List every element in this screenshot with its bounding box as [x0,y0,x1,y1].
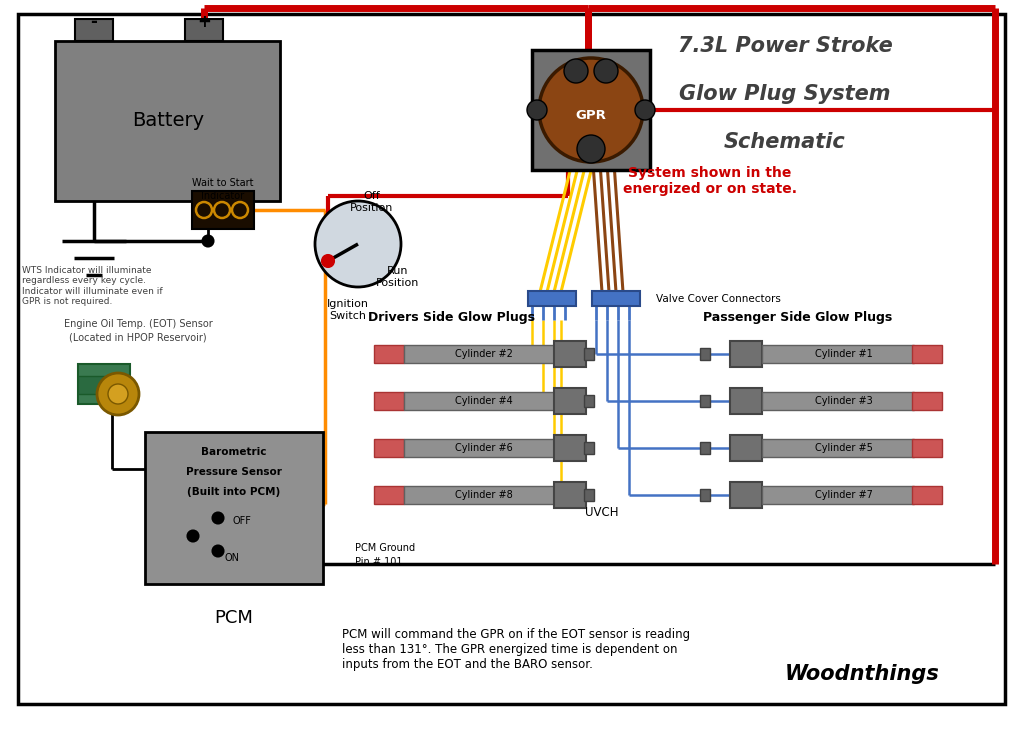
Bar [374,345,404,363]
Bar [404,486,555,504]
Bar [584,395,594,407]
Bar [145,432,323,584]
Bar [592,291,640,306]
Bar [762,345,914,363]
Bar [911,439,942,457]
Bar [762,439,914,457]
Text: (Located in HPOP Reservoir): (Located in HPOP Reservoir) [70,333,207,343]
Bar [700,395,710,407]
Bar [78,376,130,394]
Circle shape [539,58,643,162]
Circle shape [564,59,588,83]
Bar [584,442,594,454]
Text: UVCH: UVCH [585,507,619,519]
Text: Drivers Side Glow Plugs: Drivers Side Glow Plugs [368,311,535,324]
Bar [700,442,710,454]
Bar [911,392,942,410]
Bar [730,435,762,461]
Bar [762,486,914,504]
Text: GPR: GPR [576,110,607,122]
Bar [911,345,942,363]
Bar [78,364,130,404]
Circle shape [635,100,655,120]
Text: Engine Oil Temp. (EOT) Sensor: Engine Oil Temp. (EOT) Sensor [63,319,213,329]
Text: WTS Indicator will illuminate
regardless every key cycle.
Indicator will illumin: WTS Indicator will illuminate regardless… [23,266,163,306]
Bar [75,19,113,41]
Bar [700,348,710,360]
Text: Run: Run [388,266,409,276]
Bar [185,19,223,41]
Bar [730,482,762,508]
Text: Passenger Side Glow Plugs: Passenger Side Glow Plugs [704,311,893,324]
Text: Position: Position [376,278,419,288]
Text: Valve Cover Connectors: Valve Cover Connectors [656,294,781,304]
Text: 7.3L Power Stroke: 7.3L Power Stroke [677,36,892,56]
Bar [730,341,762,367]
Text: Cylinder #6: Cylinder #6 [455,443,513,453]
Bar [554,482,586,508]
Bar [730,388,762,414]
Circle shape [187,531,198,541]
Bar [192,191,254,229]
Text: Barometric: Barometric [202,447,267,457]
Circle shape [527,100,547,120]
Bar [554,388,586,414]
Text: Cylinder #7: Cylinder #7 [815,490,873,500]
Bar [404,345,555,363]
Circle shape [213,546,223,556]
Bar [374,486,404,504]
Text: Cylinder #3: Cylinder #3 [815,396,873,406]
Bar [584,348,594,360]
Circle shape [203,236,214,246]
Text: +: + [197,13,211,31]
Text: Pin # 101: Pin # 101 [355,557,402,567]
Text: Cylinder #2: Cylinder #2 [455,349,513,359]
Bar [554,341,586,367]
Circle shape [108,384,128,404]
Bar [700,489,710,501]
Text: Battery: Battery [132,111,204,131]
Text: Cylinder #1: Cylinder #1 [815,349,873,359]
Text: Pressure Sensor: Pressure Sensor [186,467,282,477]
Bar [554,435,586,461]
Circle shape [213,513,223,523]
Text: PCM Ground: PCM Ground [355,543,415,553]
Text: Indicator: Indicator [202,191,244,201]
Text: Cylinder #5: Cylinder #5 [815,443,873,453]
Circle shape [315,201,401,287]
Text: PCM: PCM [215,609,254,627]
Text: Off: Off [363,191,381,201]
Circle shape [97,373,139,415]
Bar [532,50,650,170]
Bar [911,486,942,504]
Bar [55,41,280,201]
Text: Cylinder #8: Cylinder #8 [455,490,513,500]
Text: (Built into PCM): (Built into PCM) [187,487,280,497]
Bar [374,439,404,457]
Text: PCM will command the GPR on if the EOT sensor is reading
less than 131°. The GPR: PCM will command the GPR on if the EOT s… [342,628,691,671]
Text: Cylinder #4: Cylinder #4 [455,396,513,406]
Bar [584,489,594,501]
Text: Wait to Start: Wait to Start [192,178,254,188]
Text: Schematic: Schematic [724,132,846,152]
Circle shape [577,135,605,163]
Bar [374,392,404,410]
Circle shape [594,59,618,83]
Bar [404,392,555,410]
Circle shape [322,255,333,267]
Bar [528,291,576,306]
Text: -: - [91,13,97,31]
Bar [762,392,914,410]
Text: Woodnthings: Woodnthings [785,664,939,684]
Text: OFF: OFF [232,516,252,526]
Bar [404,439,555,457]
Text: ON: ON [224,553,239,563]
Text: Position: Position [350,203,394,213]
Text: System shown in the
energized or on state.: System shown in the energized or on stat… [623,166,797,196]
Text: Glow Plug System: Glow Plug System [679,84,891,104]
Text: Ignition: Ignition [327,299,369,309]
Text: Switch: Switch [329,311,366,321]
